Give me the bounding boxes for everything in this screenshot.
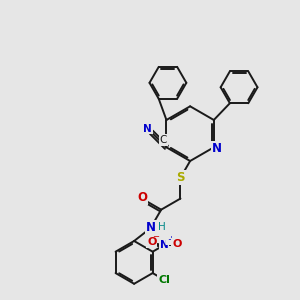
Text: +: + <box>167 236 174 244</box>
Text: N: N <box>212 142 222 155</box>
Text: S: S <box>176 171 185 184</box>
Text: C: C <box>160 135 167 145</box>
Text: O: O <box>147 237 156 247</box>
Text: O: O <box>137 191 147 204</box>
Text: H: H <box>158 222 166 232</box>
Text: Cl: Cl <box>158 275 170 285</box>
Text: N: N <box>146 220 156 233</box>
Text: −: − <box>152 232 159 241</box>
Text: O: O <box>172 238 182 248</box>
Text: N: N <box>143 124 152 134</box>
Text: N: N <box>160 240 169 250</box>
